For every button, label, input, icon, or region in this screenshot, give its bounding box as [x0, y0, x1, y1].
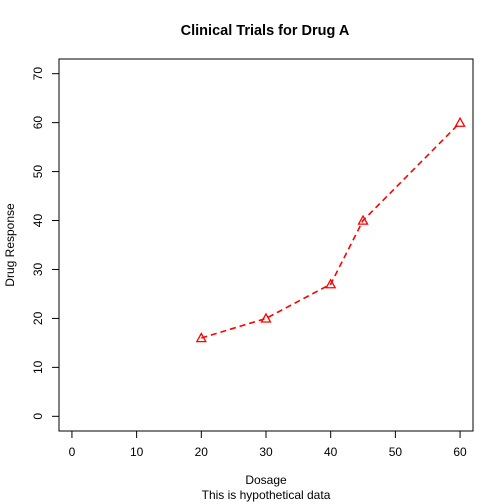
x-tick-label: 0 — [69, 445, 76, 459]
plot-frame — [58, 58, 474, 432]
data-point-marker — [357, 214, 369, 225]
x-axis: 0 10 20 30 40 50 60 — [69, 430, 467, 459]
y-tick-label: 60 — [31, 116, 45, 130]
data-point-marker — [325, 278, 337, 289]
data-point-marker — [260, 312, 272, 323]
y-tick-label: 10 — [31, 360, 45, 374]
data-point-marker — [454, 116, 466, 127]
y-tick-label: 30 — [31, 262, 45, 276]
y-tick-label: 20 — [31, 311, 45, 325]
x-tick-label: 20 — [195, 445, 209, 459]
chart-title: Clinical Trials for Drug A — [181, 23, 350, 39]
y-tick-label: 50 — [31, 165, 45, 179]
x-tick-label: 60 — [453, 445, 467, 459]
x-tick-label: 30 — [259, 445, 273, 459]
y-tick-label: 0 — [31, 413, 45, 420]
x-axis-title: Dosage — [245, 473, 287, 487]
y-axis-title: Drug Response — [3, 203, 17, 287]
x-tick-label: 10 — [130, 445, 144, 459]
x-tick-label: 40 — [324, 445, 338, 459]
series-line — [201, 122, 461, 339]
series-layer — [195, 116, 466, 343]
y-axis: 0 10 20 30 40 50 60 70 — [31, 67, 60, 420]
y-tick-label: 40 — [31, 214, 45, 228]
data-point-marker — [195, 332, 207, 343]
y-tick-label: 70 — [31, 67, 45, 81]
x-axis-subtitle: This is hypothetical data — [202, 488, 331, 502]
x-tick-label: 50 — [389, 445, 403, 459]
